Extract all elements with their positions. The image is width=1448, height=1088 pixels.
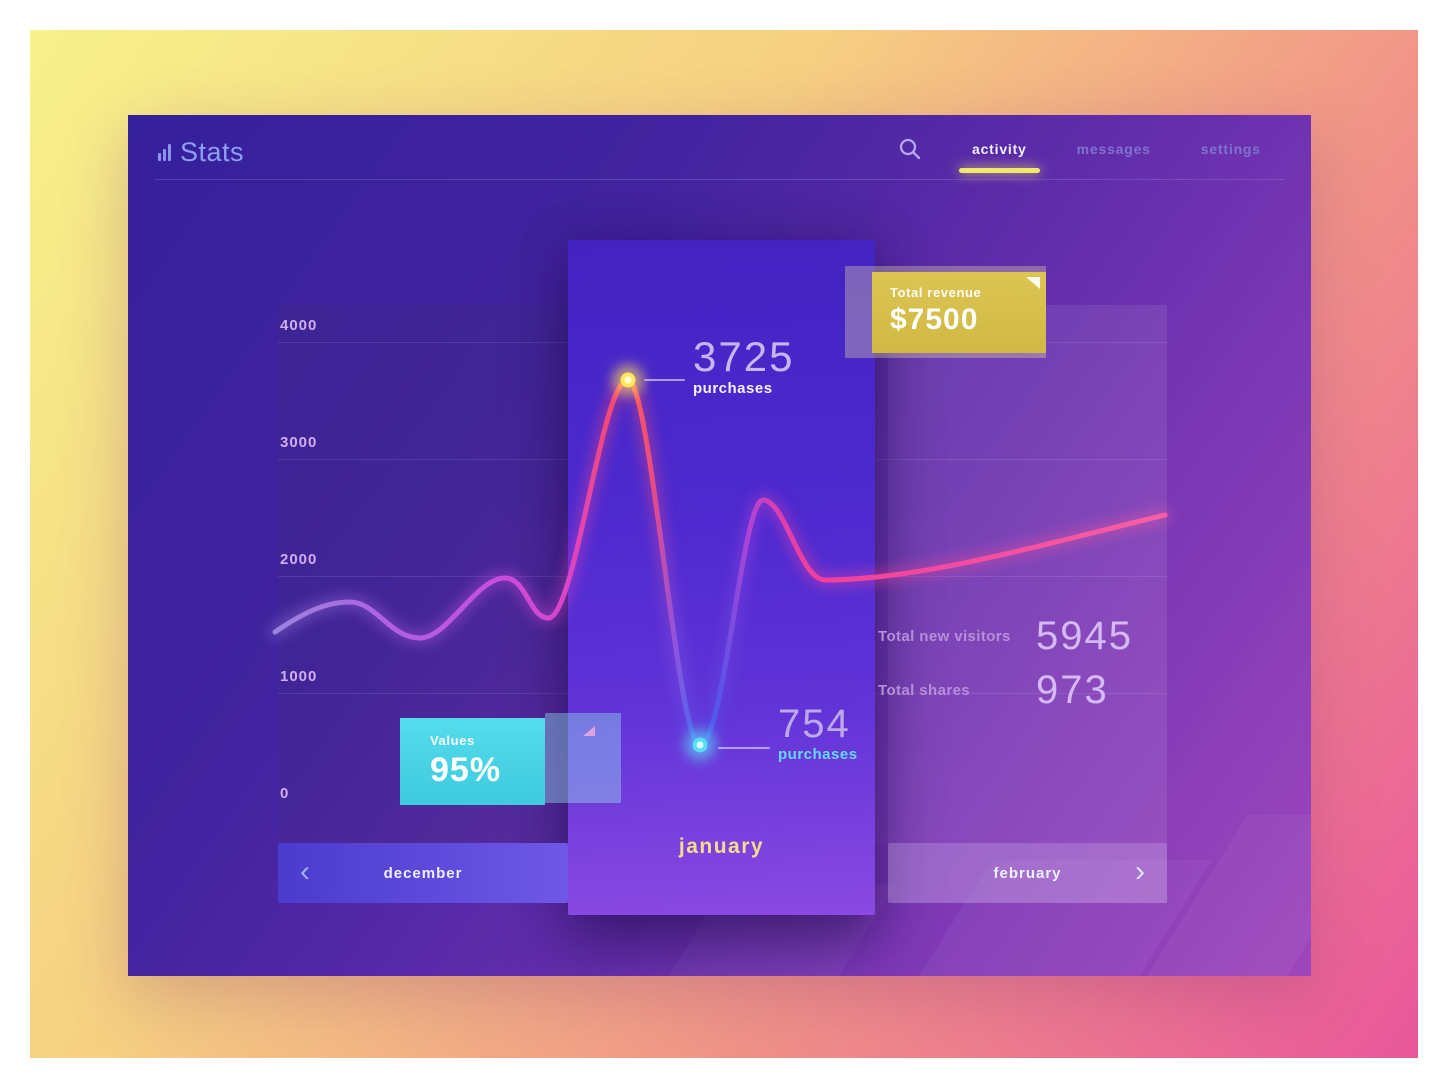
background-gradient: Stats activity messages settings — [30, 30, 1418, 1058]
tab-messages-label: messages — [1076, 141, 1151, 157]
dip-value-label: purchases — [778, 746, 858, 763]
app-title: Stats — [180, 137, 245, 167]
month-label-february: february — [993, 864, 1062, 882]
y-tick-3000: 3000 — [280, 434, 318, 451]
header-divider — [155, 179, 1284, 180]
visitors-label: Total new visitors — [878, 627, 1011, 645]
month-label-december: december — [383, 864, 463, 882]
y-tick-1000: 1000 — [280, 668, 318, 685]
revenue-card-value: $7500 — [890, 303, 979, 336]
corner-arrow-icon — [583, 726, 595, 736]
stat-row-visitors: Total new visitors 5945 — [878, 611, 1133, 661]
dip-value: 754 — [778, 702, 851, 746]
peak-value: 3725 — [693, 333, 795, 380]
stat-row-shares: Total shares 973 — [878, 665, 1133, 715]
tab-messages[interactable]: messages — [1077, 141, 1151, 157]
peak-value-label: purchases — [693, 380, 773, 398]
y-tick-4000: 4000 — [280, 317, 318, 334]
corner-fold-icon — [1026, 277, 1040, 289]
stats-dashboard: Stats activity messages settings — [128, 115, 1311, 976]
bar-chart-icon — [158, 144, 171, 161]
chevron-right-icon[interactable]: › — [1135, 854, 1145, 888]
february-column-panel — [888, 305, 1167, 843]
chevron-left-icon[interactable]: ‹ — [300, 854, 310, 888]
totals-block: Total new visitors 5945 Total shares 973 — [878, 611, 1133, 715]
dip-annotation: 754 purchases — [778, 703, 858, 763]
app-logo: Stats — [158, 137, 244, 168]
tab-settings-label: settings — [1200, 141, 1261, 157]
revenue-card: Total revenue $7500 — [872, 272, 1046, 353]
month-bar-february[interactable]: february › — [888, 843, 1167, 903]
shares-value: 973 — [1036, 667, 1109, 712]
peak-annotation: 3725 purchases — [693, 333, 795, 398]
tab-activity[interactable]: activity — [959, 141, 1040, 173]
tab-activity-label: activity — [972, 141, 1027, 157]
values-card: Values 95% — [400, 718, 545, 805]
active-tab-underline — [959, 168, 1040, 173]
tab-settings[interactable]: settings — [1201, 141, 1261, 157]
y-tick-2000: 2000 — [280, 551, 318, 568]
values-card-label: Values — [430, 733, 475, 748]
values-card-value: 95% — [430, 751, 502, 789]
revenue-card-label: Total revenue — [890, 285, 982, 300]
month-bar-december[interactable]: ‹ december — [278, 843, 568, 903]
shares-label: Total shares — [878, 681, 971, 699]
y-tick-0: 0 — [280, 785, 290, 802]
visitors-value: 5945 — [1036, 613, 1133, 658]
month-label-january[interactable]: january — [678, 835, 765, 858]
search-icon[interactable] — [898, 137, 922, 161]
top-nav: activity messages settings — [898, 137, 1261, 173]
